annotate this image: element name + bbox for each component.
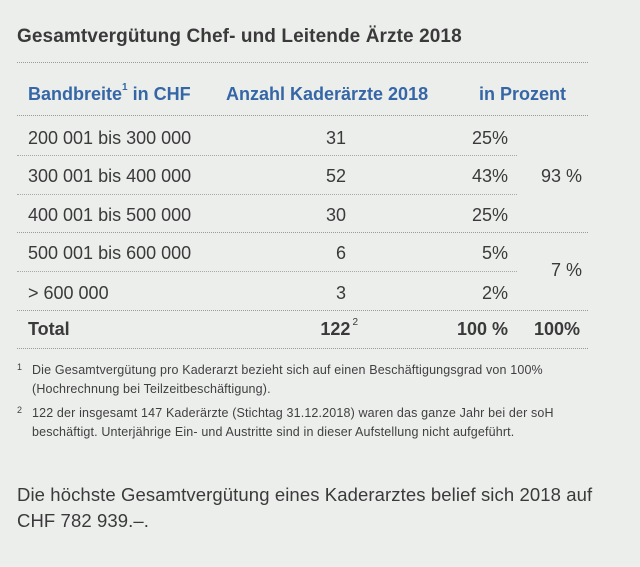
footnote: 1 Die Gesamtvergütung pro Kaderarzt bezi… — [17, 362, 543, 396]
row-count: 3 — [335, 283, 346, 303]
row-range: 400 001 bis 500 000 — [28, 205, 192, 225]
divider — [17, 310, 588, 311]
row-count: 30 — [325, 205, 346, 225]
header-anzahl: Anzahl Kaderärzte 2018 — [226, 84, 429, 104]
header-bandbreite: Bandbreite1 in CHF — [28, 82, 191, 104]
row-percent: 25% — [471, 128, 508, 148]
total-label: Total — [28, 319, 70, 339]
total-percent: 100 % — [456, 319, 508, 339]
footnote: 2 122 der insgesamt 147 Kaderärzte (Stic… — [17, 405, 554, 439]
summary-text: Die höchste Gesamtvergütung eines Kadera… — [17, 484, 593, 531]
row-percent: 5% — [481, 243, 508, 263]
group-percent: 93 % — [540, 166, 582, 186]
row-range: 300 001 bis 400 000 — [28, 166, 192, 186]
row-percent: 25% — [471, 205, 508, 225]
total-group-percent: 100% — [533, 319, 580, 339]
header-prozent: in Prozent — [479, 84, 567, 104]
row-range: 200 001 bis 300 000 — [28, 128, 192, 148]
row-range: 500 001 bis 600 000 — [28, 243, 192, 263]
row-percent: 43% — [471, 166, 508, 186]
divider — [17, 194, 517, 195]
divider — [17, 155, 517, 156]
row-count: 31 — [325, 128, 346, 148]
divider — [17, 232, 588, 233]
divider — [17, 115, 588, 116]
group-percent: 7 % — [550, 260, 582, 280]
divider — [17, 62, 588, 63]
table-title: Gesamtvergütung Chef- und Leitende Ärzte… — [17, 26, 462, 47]
row-percent: 2% — [481, 283, 508, 303]
row-count: 6 — [335, 243, 346, 263]
row-count: 52 — [325, 166, 346, 186]
divider — [17, 271, 517, 272]
total-count: 122 2 — [320, 317, 358, 339]
row-range: > 600 000 — [28, 283, 109, 303]
divider — [17, 348, 588, 349]
